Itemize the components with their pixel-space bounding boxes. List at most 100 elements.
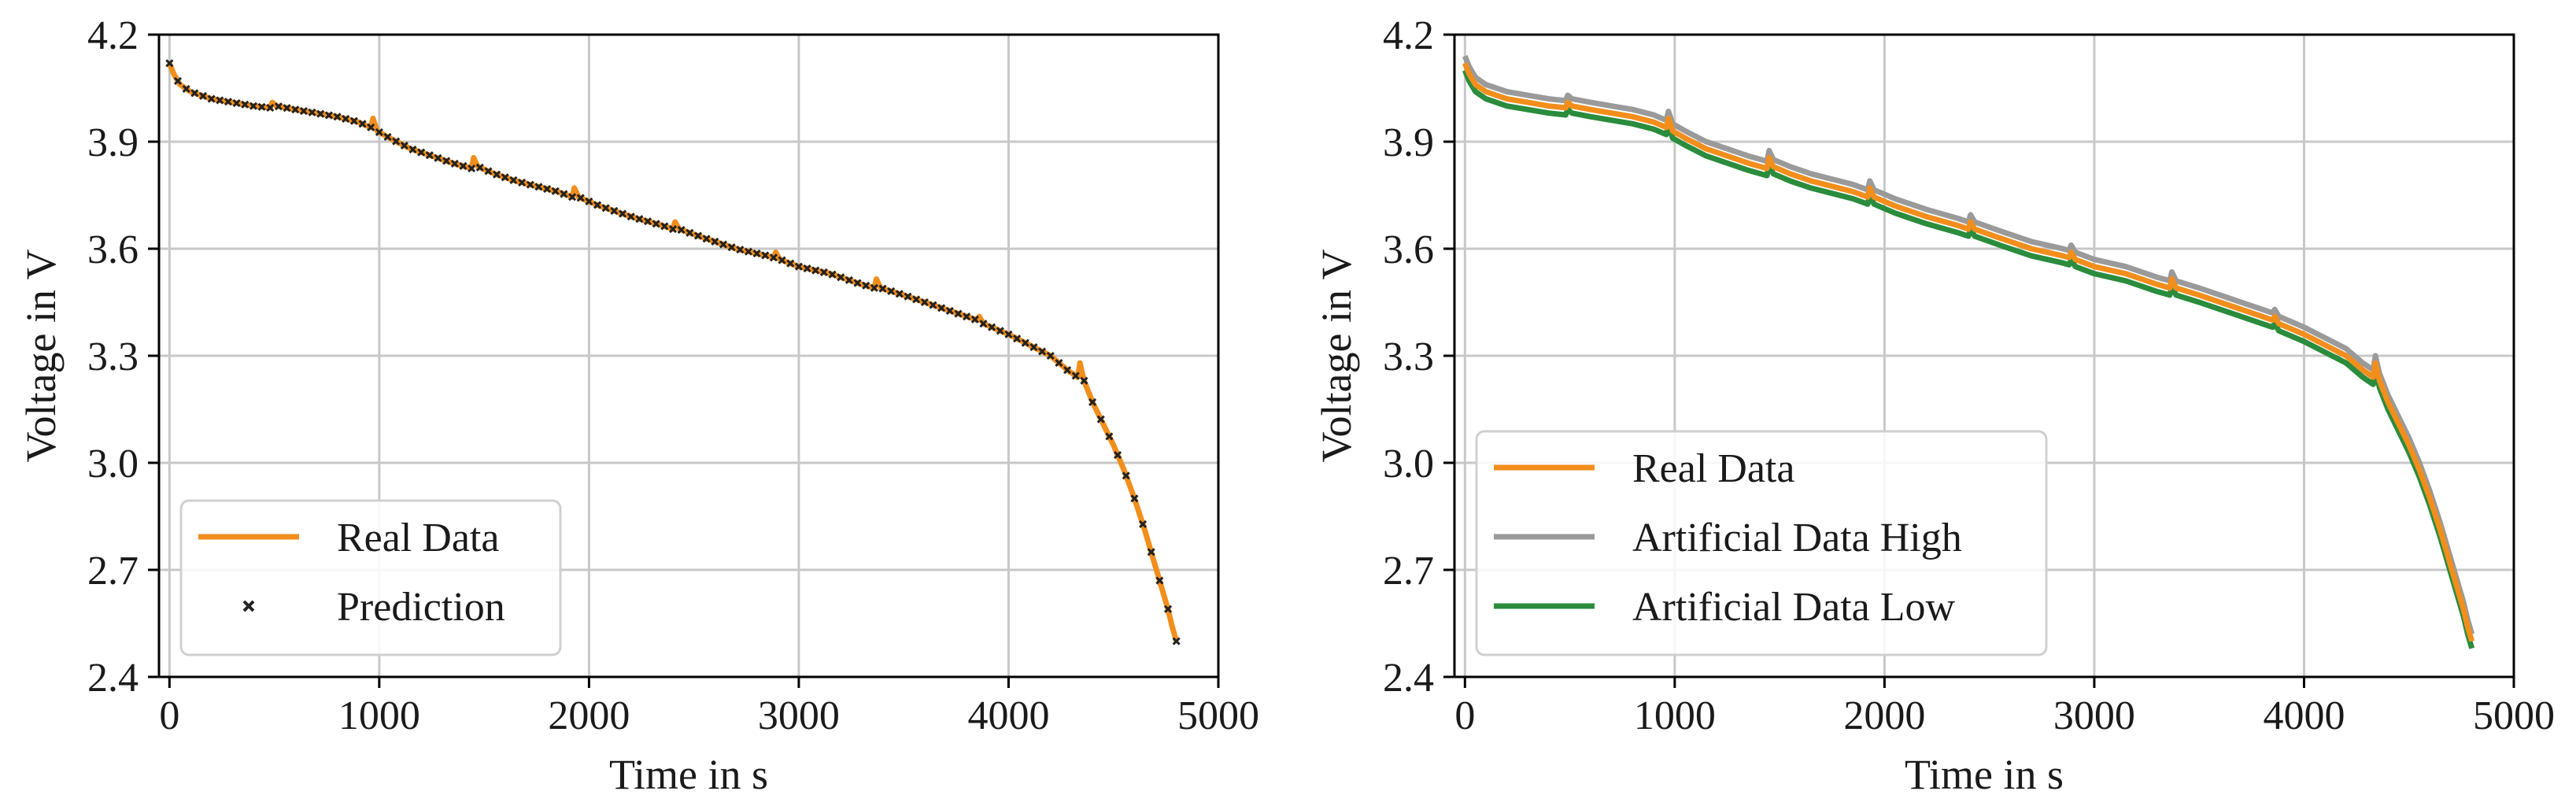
prediction-point (198, 91, 208, 101)
prediction-point (803, 264, 811, 273)
prediction-point (1122, 471, 1130, 480)
voltage-artificial-data-chart: 0 1000 2000 3000 4000 5000 2.4 2.7 3.0 3.3 3.6 3.9 4… (1313, 13, 2555, 798)
prediction-point (912, 295, 921, 304)
prediction-point (610, 206, 619, 216)
prediction-point (862, 281, 870, 290)
prediction-point (761, 251, 770, 260)
y-tick-label: 3.0 (87, 442, 139, 486)
prediction-point (660, 222, 669, 231)
prediction-point (165, 59, 174, 68)
y-axis-title: Voltage in V (1313, 249, 1360, 462)
prediction-point (509, 176, 518, 185)
y-tick-label: 4.2 (1383, 13, 1434, 58)
prediction-point (635, 215, 644, 224)
prediction-point (324, 111, 333, 120)
prediction-point (1021, 338, 1029, 347)
prediction-point (702, 235, 711, 243)
prediction-point (349, 116, 358, 125)
y-tick-label: 2.4 (87, 656, 139, 701)
prediction-point (1138, 519, 1148, 529)
y-tick-label: 3.0 (1383, 442, 1434, 486)
y-tick-label: 3.9 (1383, 120, 1434, 165)
y-tick-label: 3.6 (87, 227, 139, 272)
y-tick-label: 3.3 (87, 335, 139, 379)
y-axis-title: Voltage in V (17, 249, 65, 462)
prediction-point (727, 243, 736, 252)
prediction-point (333, 113, 342, 121)
prediction-point (963, 312, 971, 321)
prediction-point (375, 128, 383, 136)
legend-label: Prediction (337, 585, 505, 630)
prediction-point (400, 141, 408, 150)
y-tick-label: 4.2 (87, 13, 139, 58)
x-tick-label: 1000 (338, 693, 420, 738)
x-tick-label: 5000 (1177, 693, 1259, 738)
prediction-point (1029, 343, 1038, 352)
prediction-point (450, 159, 459, 168)
prediction-point (1071, 372, 1080, 380)
prediction-point (719, 240, 728, 249)
prediction-point (970, 315, 979, 324)
y-tick-label: 3.6 (1383, 227, 1434, 272)
x-tick-label: 4000 (967, 693, 1049, 738)
legend-label: Real Data (1632, 446, 1794, 491)
prediction-point (551, 187, 560, 195)
y-tick-label: 2.4 (1383, 656, 1434, 701)
prediction-point (518, 178, 527, 187)
legend: Real Data Artificial Data High Artificial … (1475, 430, 2048, 656)
prediction-point (693, 231, 703, 240)
prediction-point (367, 123, 375, 131)
x-tick-label: 0 (159, 693, 179, 738)
prediction-point (358, 120, 367, 128)
prediction-point (668, 225, 678, 234)
legend: Real Data Prediction (179, 499, 562, 656)
prediction-point (459, 161, 468, 171)
legend-label: Artificial Data Low (1632, 585, 1956, 630)
prediction-point (501, 173, 509, 182)
prediction-point (266, 103, 275, 112)
prediction-point (1088, 397, 1097, 406)
prediction-point (484, 167, 493, 176)
prediction-point (274, 102, 283, 111)
prediction-point (1155, 576, 1164, 585)
prediction-point (752, 249, 761, 258)
prediction-point (878, 284, 887, 293)
prediction-point (677, 225, 686, 235)
prediction-point (844, 275, 853, 284)
prediction-point (257, 102, 266, 111)
prediction-point (207, 94, 216, 103)
prediction-point (618, 209, 627, 218)
prediction-point (626, 213, 635, 221)
prediction-point (1004, 330, 1013, 338)
prediction-point (794, 262, 803, 271)
prediction-point (686, 228, 694, 237)
prediction-point (954, 309, 963, 318)
prediction-point (283, 104, 291, 113)
prediction-point (534, 183, 543, 191)
x-tick-label: 0 (1454, 693, 1475, 738)
prediction-point (1038, 347, 1047, 356)
prediction-point (526, 180, 534, 189)
x-tick-label: 4000 (2263, 693, 2345, 738)
prediction-point (576, 194, 585, 202)
prediction-point (929, 301, 937, 309)
x-tick-label: 1000 (1634, 693, 1716, 738)
prediction-point (442, 157, 451, 165)
voltage-prediction-chart: 0 1000 2000 3000 4000 5000 2.4 2.7 3.0 3.3 3.6 3.9 4… (17, 13, 1259, 798)
prediction-point (383, 132, 392, 142)
prediction-point (601, 204, 610, 213)
prediction-markers (165, 59, 1181, 645)
prediction-point (643, 217, 652, 226)
prediction-point (778, 256, 786, 264)
prediction-point (232, 98, 241, 108)
prediction-point (434, 153, 442, 162)
prediction-point (870, 283, 878, 292)
prediction-point (190, 89, 199, 98)
prediction-point (945, 306, 954, 315)
prediction-point (182, 84, 190, 93)
prediction-point (585, 197, 593, 205)
prediction-point (853, 279, 862, 287)
prediction-point (224, 98, 233, 106)
prediction-point (895, 290, 904, 298)
